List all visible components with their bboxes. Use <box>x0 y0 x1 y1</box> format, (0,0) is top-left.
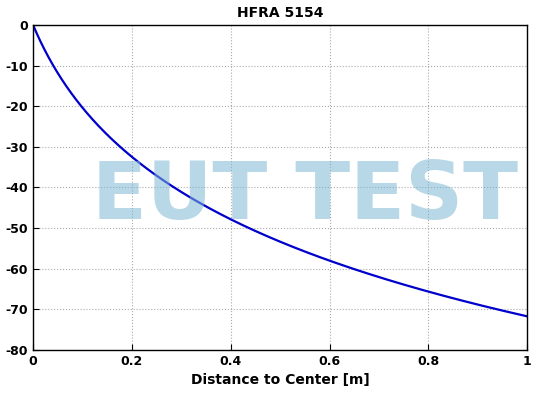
Title: HFRA 5154: HFRA 5154 <box>237 6 324 20</box>
Text: EUT TEST: EUT TEST <box>92 158 518 236</box>
X-axis label: Distance to Center [m]: Distance to Center [m] <box>191 373 369 387</box>
